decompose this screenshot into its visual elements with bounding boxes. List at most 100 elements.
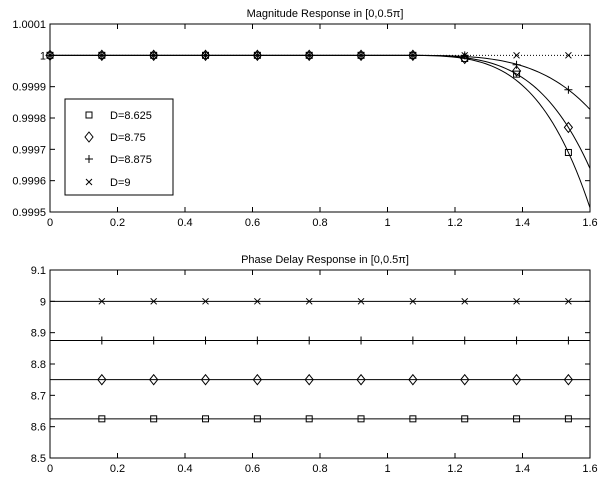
x-tick-label: 1 bbox=[384, 217, 390, 229]
legend-label-2: D=8.75 bbox=[110, 132, 146, 144]
legend-box bbox=[64, 98, 174, 196]
point-square bbox=[202, 415, 210, 423]
y-tick-label: 1.0001 bbox=[12, 19, 46, 31]
legend-square-marker bbox=[85, 111, 93, 119]
point-square bbox=[357, 415, 365, 423]
phase-delay-axes bbox=[49, 269, 591, 459]
legend-label-4: D=9 bbox=[110, 177, 131, 189]
x-tick-label: 0.6 bbox=[245, 217, 260, 229]
point-square bbox=[513, 70, 521, 78]
x-tick-label: 0.2 bbox=[110, 217, 125, 229]
point-x bbox=[305, 51, 313, 59]
point-plus bbox=[408, 336, 417, 345]
point-diamond bbox=[356, 49, 366, 62]
magnitude-ticks: 0 0.2 0.4 0.6 0.8 1 1.2 1.4 1.6 0.9995 0.9996 0.999… bbox=[12, 19, 597, 229]
point-x bbox=[46, 51, 54, 59]
point-diamond bbox=[252, 373, 263, 386]
phase-delay-panel: Phase Delay Response in [0,0.5π] 0 0.2 0.4… bbox=[31, 254, 598, 475]
point-diamond bbox=[460, 52, 470, 65]
point-diamond bbox=[149, 373, 159, 386]
legend-plus-marker bbox=[85, 155, 93, 163]
point-x bbox=[513, 51, 520, 59]
magnitude-panel: Magnitude Response in [0,0.5π] 0 0.2 0.4 0.… bbox=[12, 8, 597, 229]
point-diamond bbox=[511, 373, 522, 386]
point-square bbox=[564, 148, 572, 156]
magnitude-markers bbox=[45, 49, 574, 156]
y-tick-label: 9 bbox=[40, 296, 46, 308]
point-x bbox=[409, 297, 417, 305]
point-diamond bbox=[356, 373, 366, 386]
point-diamond bbox=[97, 49, 107, 62]
point-x bbox=[254, 297, 261, 305]
x-tick-label: 0 bbox=[47, 463, 53, 475]
point-square bbox=[150, 415, 158, 423]
point-diamond bbox=[149, 49, 159, 62]
y-tick-label: 0.9995 bbox=[12, 207, 46, 219]
point-x bbox=[357, 297, 365, 305]
point-x bbox=[461, 297, 469, 305]
point-x bbox=[357, 51, 365, 59]
point-x bbox=[150, 51, 158, 59]
point-square bbox=[409, 415, 417, 423]
point-plus bbox=[564, 85, 573, 94]
x-tick-label: 0.4 bbox=[177, 463, 192, 475]
point-diamond bbox=[408, 49, 418, 62]
point-plus bbox=[564, 336, 573, 345]
point-x bbox=[565, 297, 572, 305]
x-tick-label: 0 bbox=[47, 217, 53, 229]
magnitude-title: Magnitude Response in [0,0.5π] bbox=[247, 8, 404, 20]
y-tick-label: 0.9998 bbox=[12, 113, 46, 125]
point-diamond bbox=[460, 373, 470, 386]
point-square bbox=[513, 415, 521, 423]
legend-x-marker bbox=[85, 178, 93, 186]
x-tick-label: 1.4 bbox=[515, 463, 530, 475]
phase-delay-curves bbox=[50, 300, 590, 420]
y-tick-label: 0.9996 bbox=[12, 176, 46, 188]
point-diamond bbox=[45, 49, 55, 62]
point-diamond bbox=[408, 373, 418, 386]
y-tick-label: 8.6 bbox=[31, 422, 46, 434]
x-tick-label: 1 bbox=[384, 463, 390, 475]
y-tick-label: 0.9997 bbox=[12, 144, 46, 156]
point-diamond bbox=[304, 373, 314, 386]
point-plus bbox=[149, 336, 158, 345]
point-plus bbox=[357, 336, 366, 345]
point-plus bbox=[305, 336, 314, 345]
point-diamond bbox=[511, 65, 522, 77]
phase-delay-ticks: 0 0.2 0.4 0.6 0.8 1 1.2 1.4 1.6 8.5 8.6 8.7 8.8 8.9 9 9… bbox=[31, 265, 598, 475]
point-square bbox=[253, 415, 261, 423]
point-square bbox=[461, 415, 469, 423]
x-tick-label: 0.8 bbox=[312, 463, 327, 475]
point-square bbox=[98, 415, 106, 423]
point-x bbox=[513, 297, 520, 305]
x-tick-label: 0.8 bbox=[312, 217, 327, 229]
phase-delay-title: Phase Delay Response in [0,0.5π] bbox=[241, 254, 409, 266]
x-tick-label: 0.6 bbox=[245, 463, 260, 475]
point-diamond bbox=[200, 373, 211, 386]
y-tick-label: 8.8 bbox=[31, 359, 46, 371]
y-tick-label: 0.9999 bbox=[12, 82, 46, 94]
point-x bbox=[150, 297, 158, 305]
point-x bbox=[98, 297, 106, 305]
x-tick-label: 1.4 bbox=[515, 217, 530, 229]
x-tick-label: 1.6 bbox=[582, 217, 597, 229]
point-x bbox=[202, 51, 209, 59]
legend-label-1: D=8.625 bbox=[110, 110, 152, 122]
y-tick-label: 9.1 bbox=[31, 265, 46, 277]
point-plus bbox=[512, 60, 521, 69]
point-x bbox=[409, 51, 417, 59]
point-diamond bbox=[304, 49, 314, 62]
point-diamond bbox=[200, 49, 211, 62]
point-x bbox=[254, 51, 261, 59]
point-plus bbox=[460, 336, 469, 345]
legend-label-3: D=8.875 bbox=[110, 154, 152, 166]
legend: D=8.625 D=8.75 D=8.875 D=9 bbox=[64, 98, 174, 196]
x-tick-label: 0.4 bbox=[177, 217, 192, 229]
point-x bbox=[461, 51, 469, 59]
point-plus bbox=[512, 336, 521, 345]
point-plus bbox=[201, 336, 210, 345]
magnitude-curves bbox=[50, 54, 591, 209]
point-square bbox=[564, 415, 572, 423]
phase-delay-markers bbox=[97, 297, 574, 423]
